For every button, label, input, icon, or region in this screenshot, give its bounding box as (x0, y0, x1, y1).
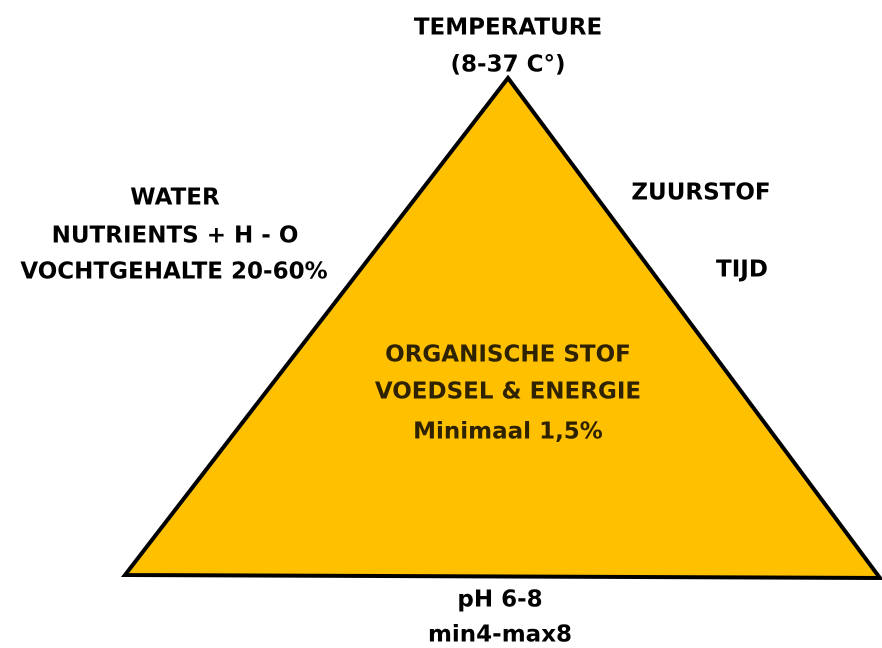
center-label: ORGANISCHE STOF (385, 342, 631, 368)
top-label: (8-37 C°) (451, 52, 566, 78)
bottom-label: min4-max8 (428, 622, 572, 648)
triangle (120, 74, 882, 581)
left-label: NUTRIENTS + H - O (52, 223, 299, 249)
left-label: VOCHTGEHALTE 20-60% (20, 259, 327, 285)
right-label: TIJD (716, 257, 768, 283)
top-label: TEMPERATURE (414, 15, 602, 41)
left-label: WATER (130, 185, 220, 211)
bottom-label: pH 6-8 (457, 587, 542, 613)
right-label: ZUURSTOF (631, 180, 770, 206)
center-label: Minimaal 1,5% (413, 419, 603, 445)
center-label: VOEDSEL & ENERGIE (375, 379, 641, 405)
